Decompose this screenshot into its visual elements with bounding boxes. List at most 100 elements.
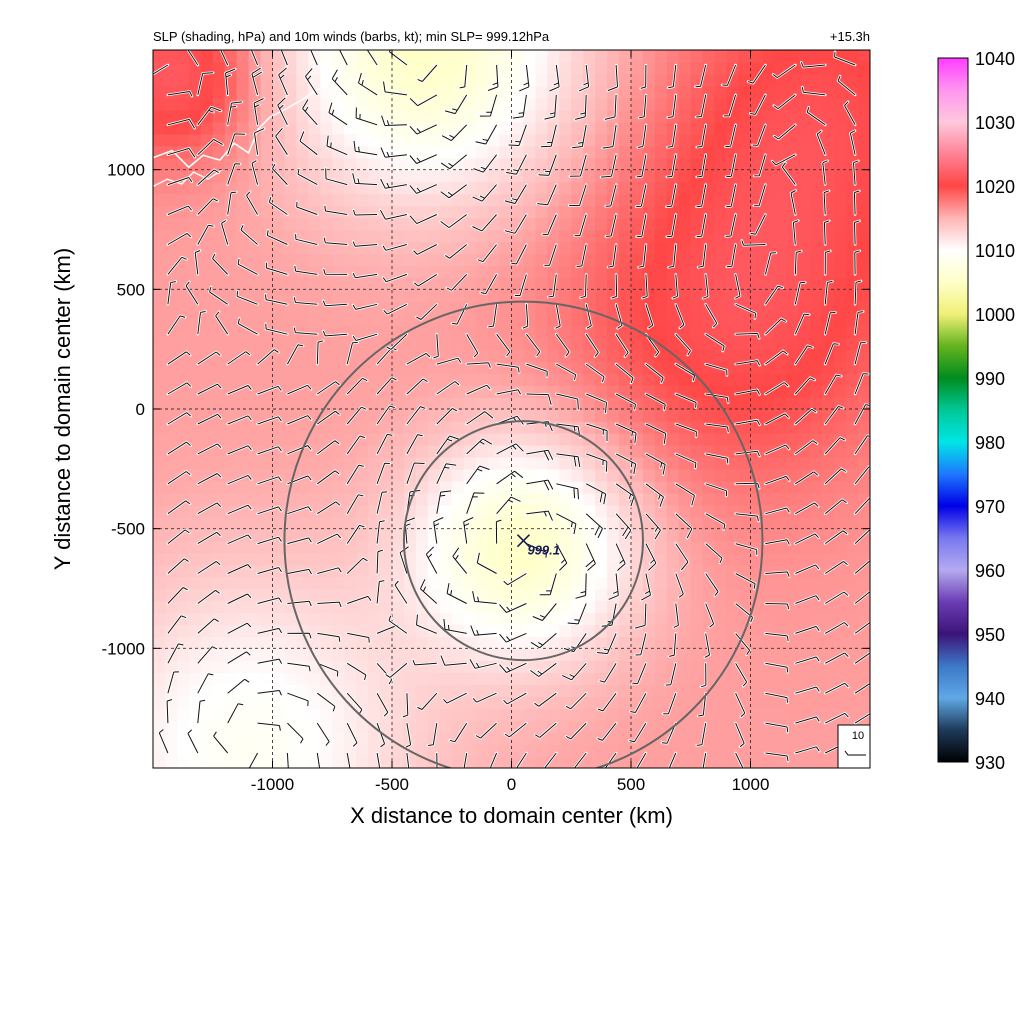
slp-cell: [535, 744, 549, 757]
colorbar-tick-label: 1020: [975, 177, 1015, 197]
slp-cell: [583, 456, 596, 470]
slp-cell: [296, 420, 310, 434]
slp-cell: [332, 253, 345, 267]
slp-cell: [714, 289, 728, 302]
slp-cell: [212, 456, 226, 470]
slp-cell: [595, 540, 608, 554]
slp-cell: [248, 253, 262, 267]
wind-barb: [641, 573, 651, 601]
slp-cell: [344, 97, 357, 111]
slp-cell: [153, 265, 166, 279]
slp-cell: [523, 397, 537, 410]
slp-cell: [164, 612, 178, 626]
wind-barb: [629, 722, 647, 743]
slp-cell: [439, 708, 453, 721]
slp-cell: [188, 373, 202, 386]
wind-barb: [346, 524, 365, 544]
slp-cell: [296, 277, 310, 291]
wind-barb: [538, 154, 557, 176]
slp-cell: [798, 540, 811, 554]
slp-cell: [738, 373, 752, 386]
slp-cell: [499, 552, 513, 566]
slp-cell: [846, 492, 859, 506]
wind-barb: [406, 378, 428, 395]
slp-cell: [153, 241, 166, 255]
wind-barb: [765, 413, 789, 425]
slp-cell: [403, 109, 417, 123]
slp-cell: [248, 696, 262, 709]
slp-cell: [463, 612, 477, 626]
range-ring: [283, 300, 764, 768]
wind-barb: [310, 50, 318, 66]
slp-cell: [475, 229, 489, 243]
slp-cell: [762, 133, 776, 147]
slp-cell: [499, 109, 513, 123]
wind-barb: [472, 214, 497, 232]
slp-cell: [236, 492, 250, 506]
slp-cell: [320, 193, 333, 207]
slp-cell: [188, 97, 202, 111]
wind-barb: [636, 154, 647, 178]
slp-cell: [666, 397, 680, 410]
wind-barb: [735, 663, 748, 687]
slp-cell: [786, 648, 799, 661]
slp-cell: [344, 409, 357, 422]
wind-barb: [446, 583, 467, 604]
wind-barb: [672, 274, 678, 299]
slp-cell: [451, 516, 465, 530]
slp-cell: [750, 277, 764, 291]
slp-cell: [642, 133, 656, 147]
wind-barb: [286, 344, 304, 365]
slp-cell: [654, 385, 668, 398]
wind-barb: [346, 557, 368, 574]
slp-cell: [726, 672, 740, 685]
slp-cell: [654, 708, 668, 721]
slp-cell: [547, 145, 560, 159]
slp-cell: [595, 732, 608, 745]
slp-cell: [392, 265, 405, 279]
slp-cell: [392, 109, 405, 123]
range-ring: [402, 420, 644, 662]
slp-cell: [368, 564, 381, 578]
slp-cell: [571, 157, 584, 171]
wind-barb: [822, 160, 828, 185]
slp-cell: [356, 253, 369, 267]
slp-cell: [296, 373, 310, 386]
wind-barb: [824, 591, 849, 604]
slp-cell: [153, 504, 166, 518]
slp-cell: [427, 157, 441, 171]
slp-cell: [236, 61, 250, 75]
slp-cell: [535, 50, 549, 63]
slp-cell: [583, 660, 596, 673]
slp-cell: [858, 624, 870, 638]
slp-cell: [642, 696, 656, 709]
slp-cell: [559, 660, 572, 673]
slp-cell: [858, 576, 870, 590]
slp-cell: [403, 373, 417, 386]
slp-cell: [368, 756, 381, 768]
slp-cell: [631, 133, 644, 147]
slp-cell: [559, 121, 572, 135]
wind-barb: [221, 220, 229, 245]
slp-cell: [583, 492, 596, 506]
slp-cell: [380, 193, 393, 207]
slp-cell: [535, 492, 549, 506]
slp-cell: [439, 720, 453, 733]
slp-cell: [858, 708, 870, 721]
slp-cell: [499, 397, 513, 410]
slp-cell: [607, 480, 620, 494]
slp-cell: [392, 468, 405, 482]
slp-cell: [212, 516, 226, 530]
slp-cell: [690, 732, 704, 745]
slp-cell: [487, 409, 501, 422]
slp-cell: [176, 684, 190, 697]
slp-cell: [798, 229, 811, 243]
wind-barb: [585, 513, 603, 539]
slp-cell: [212, 289, 226, 302]
slp-cell: [559, 588, 572, 602]
slp-cell: [380, 528, 393, 542]
slp-cell: [380, 444, 393, 458]
slp-cell: [690, 648, 704, 661]
colorbar-tick-label: 1000: [975, 305, 1015, 325]
slp-cell: [858, 361, 870, 374]
